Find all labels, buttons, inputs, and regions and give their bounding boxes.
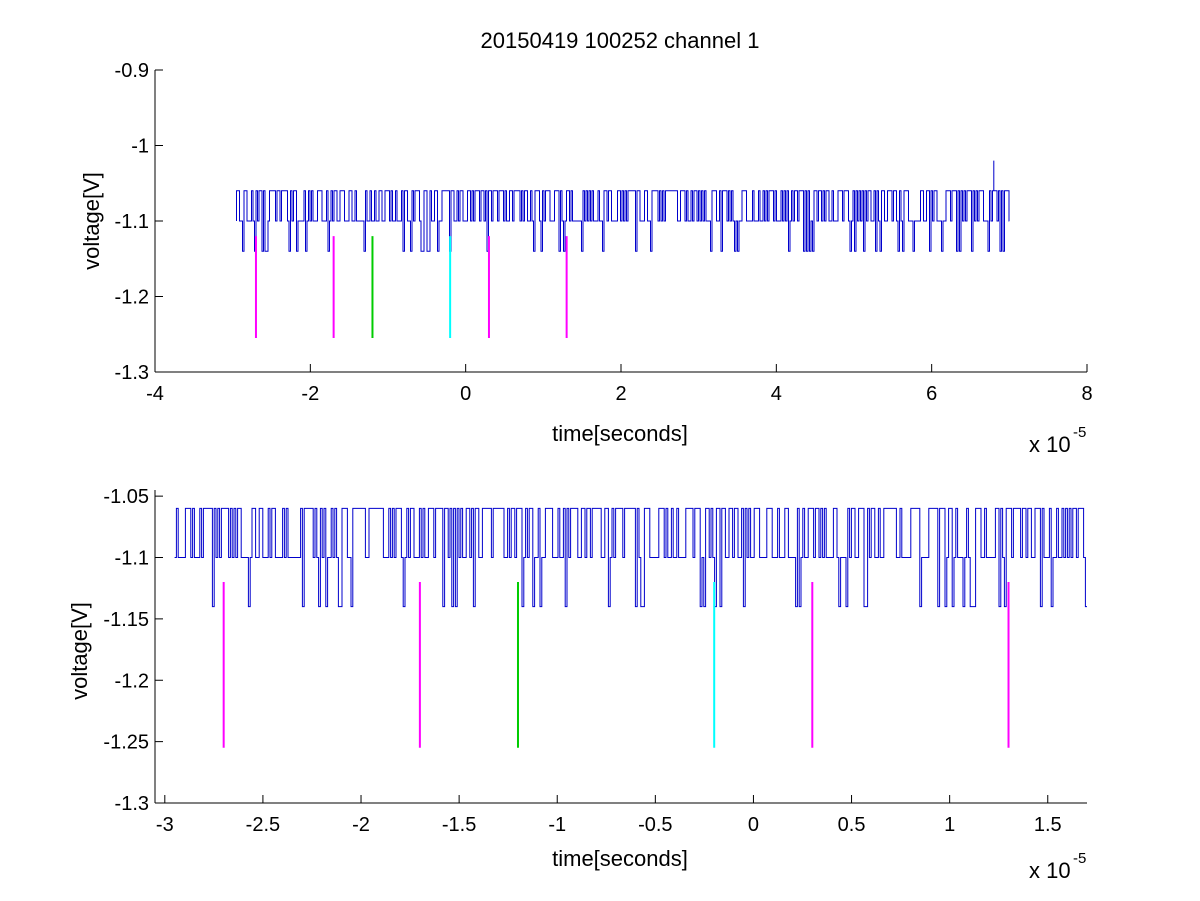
y-tick-label: -1.15 bbox=[103, 609, 149, 631]
y-tick-label: -1.1 bbox=[115, 548, 149, 570]
top-y-axis-label: voltage[V] bbox=[79, 172, 104, 270]
bottom-y-axis-label: voltage[V] bbox=[67, 602, 92, 700]
x-tick-label: 1 bbox=[944, 814, 955, 836]
bottom-x-exponent: -5 bbox=[1073, 850, 1086, 867]
x-tick-label: 8 bbox=[1081, 383, 1092, 405]
y-tick-label: -1.3 bbox=[115, 362, 149, 384]
top-x-multiplier: x 10 bbox=[1029, 432, 1071, 457]
x-tick-label: 2 bbox=[615, 383, 626, 405]
voltage-trace bbox=[236, 160, 1010, 252]
x-tick-label: -0.5 bbox=[638, 814, 672, 836]
top-marker-layer bbox=[254, 236, 568, 339]
top-x-axis-label: time[seconds] bbox=[552, 421, 688, 446]
x-tick-label: 6 bbox=[926, 383, 937, 405]
voltage-trace bbox=[174, 507, 1087, 608]
bottom-subplot: -3 -2.5 -2 -1.5 -1 -0.5 0 0.5 1 1.5 -1.05 -1.1 -1.15… bbox=[67, 486, 1087, 883]
bottom-marker-layer bbox=[222, 582, 1010, 748]
x-tick-label: -1 bbox=[548, 814, 566, 836]
bottom-signal-layer bbox=[174, 507, 1087, 608]
y-tick-label: -1.1 bbox=[115, 211, 149, 233]
y-tick-label: -0.9 bbox=[115, 60, 149, 82]
y-tick-label: -1 bbox=[131, 136, 149, 158]
bottom-x-axis-label: time[seconds] bbox=[552, 846, 688, 871]
y-tick-label: -1.2 bbox=[115, 670, 149, 692]
x-tick-label: -4 bbox=[146, 383, 164, 405]
x-tick-label: -2 bbox=[352, 814, 370, 836]
x-tick-label: -2 bbox=[301, 383, 319, 405]
x-tick-label: -3 bbox=[156, 814, 174, 836]
x-tick-label: 4 bbox=[771, 383, 782, 405]
x-tick-label: 0 bbox=[748, 814, 759, 836]
y-tick-label: -1.3 bbox=[115, 793, 149, 815]
bottom-axes: -3 -2.5 -2 -1.5 -1 -0.5 0 0.5 1 1.5 -1.05 -1.1 -1.15… bbox=[103, 486, 1087, 836]
top-subplot: 20150419 100252 channel 1 -4 -2 0 2 4 6 8-0.9-… bbox=[79, 28, 1093, 457]
bottom-x-multiplier: x 10 bbox=[1029, 858, 1071, 883]
top-signal-layer bbox=[236, 160, 1010, 252]
x-tick-label: 0 bbox=[460, 383, 471, 405]
chart-title: 20150419 100252 channel 1 bbox=[481, 28, 760, 53]
y-tick-label: -1.25 bbox=[103, 732, 149, 754]
top-x-exponent: -5 bbox=[1073, 424, 1086, 441]
y-tick-label: -1.05 bbox=[103, 486, 149, 508]
y-tick-label: -1.2 bbox=[115, 287, 149, 309]
top-axes: -4 -2 0 2 4 6 8 -0.9 -1 -1.1 -1.2 -1.3 bbox=[115, 60, 1093, 405]
x-tick-label: 1.5 bbox=[1034, 814, 1062, 836]
x-tick-label: -2.5 bbox=[246, 814, 280, 836]
x-tick-label: 0.5 bbox=[838, 814, 866, 836]
x-tick-label: -1.5 bbox=[442, 814, 476, 836]
